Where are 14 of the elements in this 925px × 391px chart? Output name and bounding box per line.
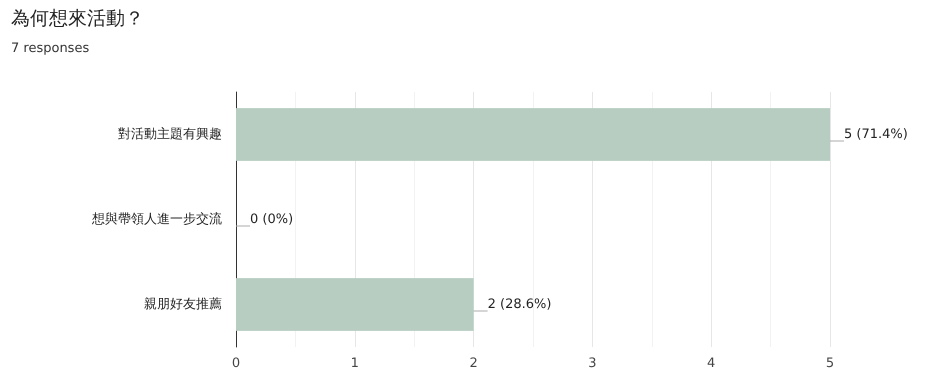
x-tick-label: 5 — [826, 356, 834, 371]
y-tick-label: 對活動主題有興趣 — [118, 126, 222, 142]
text: 7 responses — [11, 41, 90, 56]
text: 為何想來活動？ — [11, 8, 144, 30]
data-label: 5 (71.4%) — [844, 127, 908, 142]
data-label: 0 (0%) — [250, 212, 294, 227]
y-tick-label: 想與帶領人進一步交流 — [91, 211, 222, 227]
x-tick-label: 1 — [350, 356, 359, 371]
y-tick-label: 親朋好友推薦 — [144, 297, 222, 312]
x-tick-label: 4 — [707, 356, 716, 371]
data-label: 2 (28.6%) — [488, 297, 552, 312]
x-tick-label: 0 — [232, 356, 240, 371]
x-tick-label: 2 — [469, 356, 478, 371]
x-tick-label: 3 — [588, 356, 597, 371]
